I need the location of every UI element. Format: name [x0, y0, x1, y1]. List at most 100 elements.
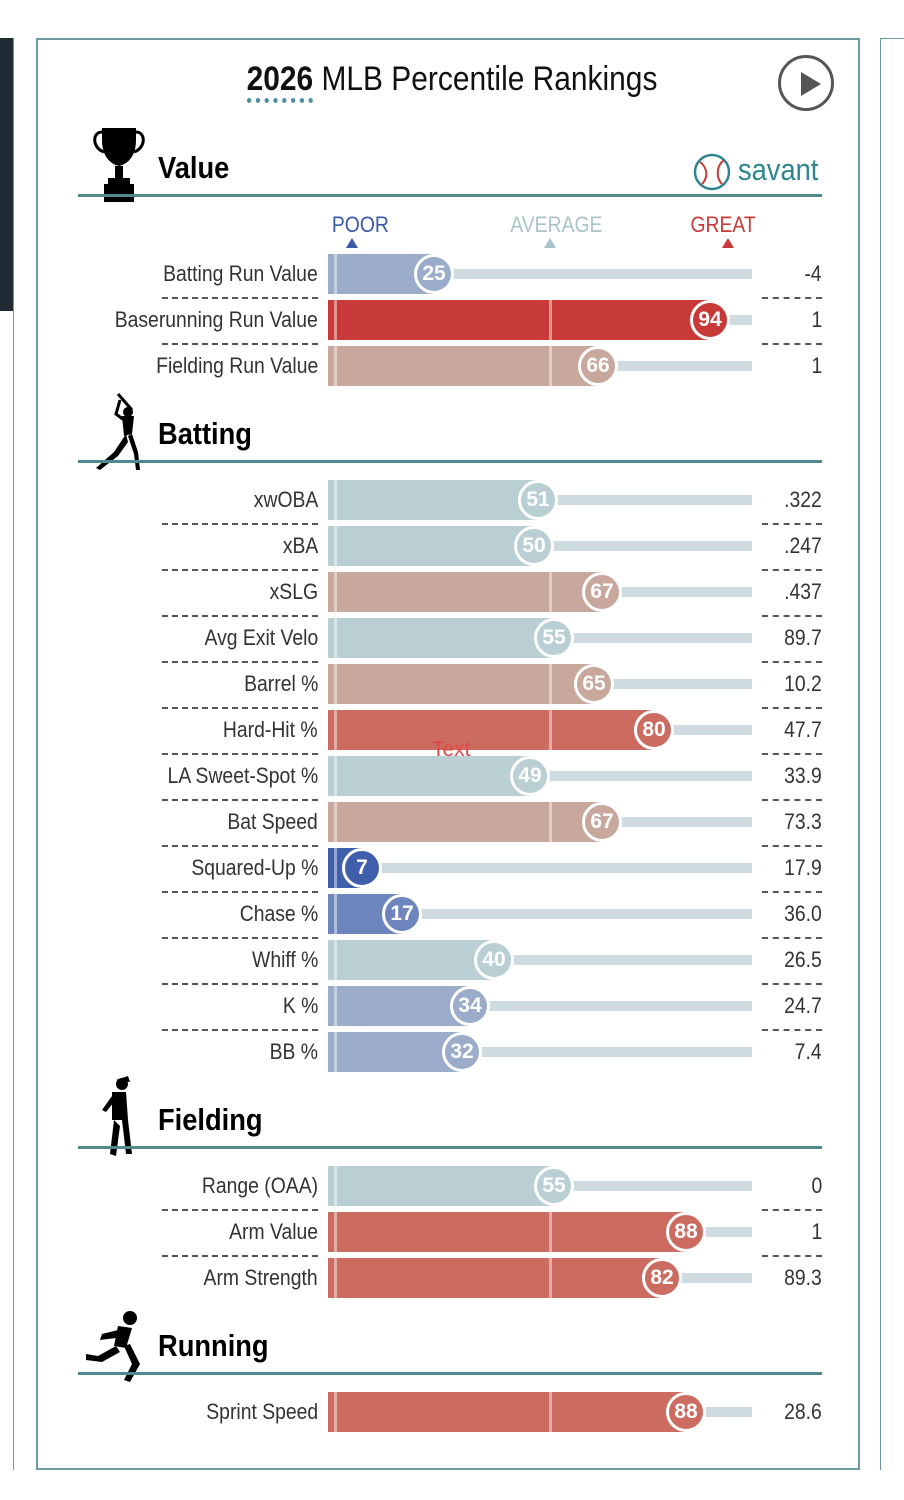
- percentile-row[interactable]: Chase % 17 36.0: [0, 894, 904, 934]
- metric-value: .322: [784, 487, 822, 512]
- percentile-circle: 40: [474, 940, 514, 980]
- bar-fill: [328, 1166, 554, 1206]
- section-title-value: Value: [158, 150, 230, 185]
- percentile-bar: 49: [328, 756, 752, 796]
- bar-tick: [334, 572, 337, 612]
- percentile-row[interactable]: xSLG 67 .437: [0, 572, 904, 612]
- row-separator: [162, 983, 318, 985]
- percentile-row[interactable]: Barrel % 65 10.2: [0, 664, 904, 704]
- row-separator: [762, 707, 822, 709]
- percentile-row[interactable]: Whiff % 40 26.5: [0, 940, 904, 980]
- row-separator: [162, 615, 318, 617]
- bar-tick: [334, 1212, 337, 1252]
- percentile-bar: 55: [328, 618, 752, 658]
- percentile-row[interactable]: Baserunning Run Value 94 1: [0, 300, 904, 340]
- bar-tick: [334, 940, 337, 980]
- bar-fill: [328, 1258, 662, 1298]
- section-divider-batting: [78, 460, 822, 463]
- bar-tick: [549, 710, 552, 750]
- percentile-row[interactable]: Batting Run Value 25 -4: [0, 254, 904, 294]
- bar-track: [328, 863, 752, 873]
- bar-tick: [334, 300, 337, 340]
- left-panel-border: [13, 38, 14, 1470]
- percentile-row[interactable]: Fielding Run Value 66 1: [0, 346, 904, 386]
- bar-track: [328, 269, 752, 279]
- percentile-bar: 25: [328, 254, 752, 294]
- bar-fill: [328, 1212, 686, 1252]
- bar-fill: [328, 480, 538, 520]
- metric-label: Squared-Up %: [191, 855, 318, 880]
- row-separator: [162, 343, 318, 345]
- row-separator: [162, 1209, 318, 1211]
- bar-tick: [334, 986, 337, 1026]
- fielder-icon: [102, 1076, 132, 1156]
- bar-fill: [328, 526, 534, 566]
- metric-value: 1: [811, 353, 822, 378]
- savant-logo-text[interactable]: savant: [738, 152, 819, 187]
- bar-tick: [334, 254, 337, 294]
- bar-fill: [328, 1392, 686, 1432]
- metric-value: 1: [811, 307, 822, 332]
- percentile-row[interactable]: Arm Strength 82 89.3: [0, 1258, 904, 1298]
- bar-fill: [328, 710, 654, 750]
- percentile-bar: 65: [328, 664, 752, 704]
- percentile-circle: 25: [414, 254, 454, 294]
- metric-value: 1: [811, 1219, 822, 1244]
- percentile-circle: 65: [574, 664, 614, 704]
- metric-value: 47.7: [784, 717, 822, 742]
- metric-value: 10.2: [784, 671, 822, 696]
- percentile-row[interactable]: xBA 50 .247: [0, 526, 904, 566]
- bar-tick: [549, 664, 552, 704]
- scale-poor-arrow: [346, 238, 358, 248]
- percentile-row[interactable]: Range (OAA) 55 0: [0, 1166, 904, 1206]
- metric-label: xBA: [282, 533, 318, 558]
- percentile-circle: 67: [582, 802, 622, 842]
- bar-tick: [549, 1392, 552, 1432]
- scale-average-label: AVERAGE: [510, 212, 603, 237]
- percentile-row[interactable]: BB % 32 7.4: [0, 1032, 904, 1072]
- metric-value: 89.3: [784, 1265, 822, 1290]
- baseball-icon: [693, 153, 731, 191]
- percentile-row[interactable]: Avg Exit Velo 55 89.7: [0, 618, 904, 658]
- metric-label: Bat Speed: [227, 809, 318, 834]
- percentile-circle: 67: [582, 572, 622, 612]
- row-separator: [762, 983, 822, 985]
- bar-fill: [328, 346, 598, 386]
- scale-great-label: GREAT: [690, 212, 756, 237]
- percentile-row[interactable]: LA Sweet-Spot % 49 33.9: [0, 756, 904, 796]
- section-title-running: Running: [158, 1328, 269, 1363]
- metric-value: 89.7: [784, 625, 822, 650]
- section-title-fielding: Fielding: [158, 1102, 263, 1137]
- bar-fill: [328, 618, 554, 658]
- bar-tick: [334, 848, 337, 888]
- percentile-bar: 80: [328, 710, 752, 750]
- row-separator: [762, 1209, 822, 1211]
- bar-tick: [549, 802, 552, 842]
- bar-tick: [334, 756, 337, 796]
- percentile-circle: 82: [642, 1258, 682, 1298]
- percentile-row[interactable]: Sprint Speed 88 28.6: [0, 1392, 904, 1432]
- bar-fill: [328, 664, 594, 704]
- title-year: 2026: [246, 60, 314, 103]
- percentile-circle: 34: [450, 986, 490, 1026]
- bar-track: [328, 909, 752, 919]
- left-panel-edge: [0, 38, 14, 311]
- percentile-circle: 49: [510, 756, 550, 796]
- percentile-row[interactable]: Squared-Up % 7 17.9: [0, 848, 904, 888]
- percentile-circle: 50: [514, 526, 554, 566]
- row-separator: [162, 569, 318, 571]
- bar-tick: [334, 346, 337, 386]
- percentile-row[interactable]: Bat Speed 67 73.3: [0, 802, 904, 842]
- bar-fill: [328, 300, 710, 340]
- metric-value: 7.4: [795, 1039, 822, 1064]
- percentile-row[interactable]: K % 34 24.7: [0, 986, 904, 1026]
- play-button[interactable]: [778, 55, 834, 111]
- percentile-row[interactable]: Arm Value 88 1: [0, 1212, 904, 1252]
- percentile-row[interactable]: Hard-Hit % 80 47.7: [0, 710, 904, 750]
- metric-label: Barrel %: [243, 671, 318, 696]
- percentile-row[interactable]: xwOBA 51 .322: [0, 480, 904, 520]
- bar-tick: [334, 1258, 337, 1298]
- percentile-circle: 7: [342, 848, 382, 888]
- metric-value: 36.0: [784, 901, 822, 926]
- metric-label: Whiff %: [251, 947, 318, 972]
